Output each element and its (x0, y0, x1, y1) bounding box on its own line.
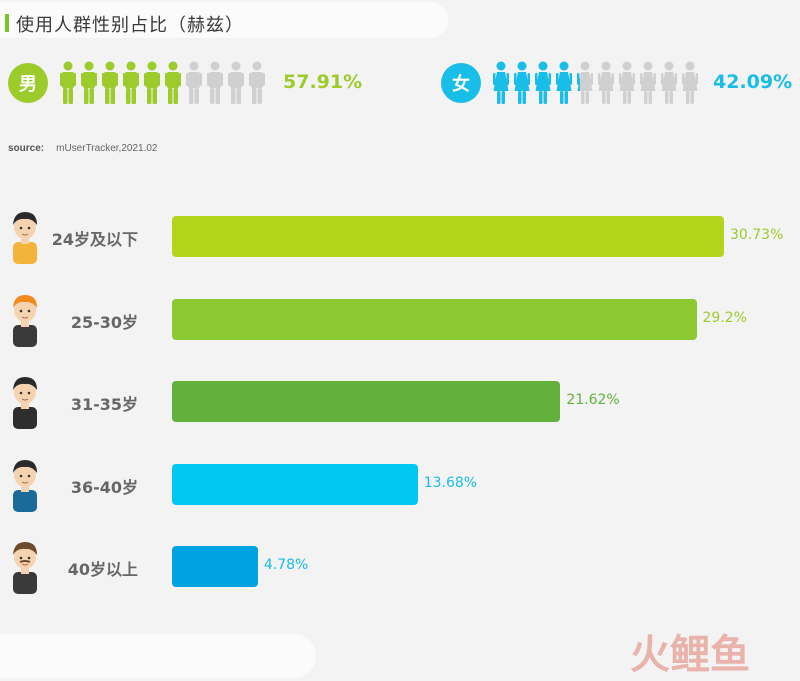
source-value: mUserTracker,2021.02 (56, 143, 158, 154)
female-person-icon-inactive (619, 61, 635, 105)
male-person-icon-inactive (249, 61, 265, 105)
male-person-icon-active (102, 61, 118, 105)
bottom-decoration (0, 634, 316, 678)
age-bar (172, 546, 258, 587)
age-avatar-icon (13, 460, 37, 512)
chart-title: 使用人群性别占比（赫兹） (16, 15, 244, 36)
female-person-icon-active (514, 61, 530, 105)
bar-value-label: 4.78% (263, 557, 309, 573)
bar-value-label: 29.2% (702, 310, 747, 326)
male-person-icon-active (81, 61, 97, 105)
female-person-icon-active (493, 61, 509, 105)
male-person-icon-inactive (228, 61, 244, 105)
male-label: 男 (19, 74, 37, 95)
male-person-icon-active (60, 61, 76, 105)
source-label: source: (8, 143, 45, 154)
age-category-label: 24岁及以下 (51, 230, 138, 249)
female-person-icon-partial (577, 61, 593, 105)
female-label: 女 (452, 74, 470, 95)
male-icon-row (60, 61, 270, 105)
female-person-icon-inactive (682, 61, 698, 105)
age-bar (172, 464, 418, 505)
source-note: source: mUserTracker,2021.02 (8, 143, 157, 154)
bar-value-label: 13.68% (423, 475, 478, 491)
age-bar (172, 216, 724, 257)
watermark-logo: 火鲤鱼 (630, 632, 750, 678)
male-person-icon-inactive (207, 61, 223, 105)
male-person-icon-inactive (186, 61, 202, 105)
bar-value-label: 21.62% (566, 392, 620, 408)
age-category-label: 40岁以上 (67, 560, 138, 579)
male-person-icon-active (144, 61, 160, 105)
bar-value-label: 30.73% (730, 227, 784, 243)
male-person-icon-active (123, 61, 139, 105)
age-category-label: 25-30岁 (70, 313, 138, 332)
female-person-icon-active (556, 61, 572, 105)
watermark-text: 火鲤鱼 (630, 632, 750, 678)
age-avatar-icon (13, 295, 37, 347)
age-bar (172, 299, 697, 340)
age-category-label: 31-35岁 (70, 395, 138, 414)
male-percent: 57.91% (283, 71, 363, 93)
female-percent: 42.09% (713, 71, 793, 93)
age-category-label: 36-40岁 (70, 478, 138, 497)
age-bar (172, 381, 561, 422)
title-bar: 使用人群性别占比（赫兹） (0, 2, 448, 38)
male-badge: 男 (8, 63, 48, 103)
title-accent (5, 14, 9, 32)
female-person-icon-inactive (661, 61, 677, 105)
female-badge: 女 (441, 63, 481, 103)
female-person-icon-inactive (598, 61, 614, 105)
male-person-icon-active (165, 61, 181, 105)
age-avatar-icon (13, 377, 37, 429)
female-person-icon-active (535, 61, 551, 105)
female-person-icon-inactive (640, 61, 656, 105)
female-icon-row (493, 61, 703, 105)
age-avatar-icon (13, 542, 37, 594)
age-avatar-icon (13, 212, 37, 264)
